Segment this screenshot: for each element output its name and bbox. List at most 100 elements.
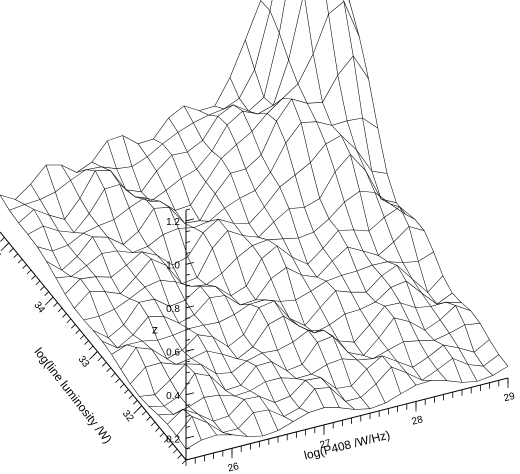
z-tick-label: 1.2 <box>166 217 180 228</box>
x-tick-label: 28 <box>411 414 425 427</box>
mesh-column-line <box>122 135 309 413</box>
mesh-column-line <box>76 169 263 437</box>
z-minor-tick <box>185 447 191 450</box>
y-minor-tick <box>102 362 107 367</box>
z-minor-tick <box>185 284 191 287</box>
mesh-row-line <box>120 264 444 370</box>
y-minor-tick <box>75 329 80 334</box>
mesh-row-line <box>55 117 378 278</box>
mesh-row-line <box>74 154 397 309</box>
mesh-row-line <box>46 55 369 271</box>
mesh-row-line <box>176 354 499 436</box>
mesh-row-line <box>0 0 262 200</box>
y-minor-tick <box>146 416 151 421</box>
y-minor-tick <box>22 264 27 269</box>
y-minor-tick <box>181 459 187 465</box>
z-minor-tick <box>185 404 191 407</box>
x-tick-label: 27 <box>319 438 333 451</box>
z-minor-tick <box>185 328 191 330</box>
y-minor-tick <box>53 302 58 307</box>
mesh-row-line <box>167 339 490 425</box>
y-major-tick <box>44 296 54 306</box>
z-tick-label: 1.0 <box>166 260 180 271</box>
mesh-row-line <box>83 190 406 321</box>
z-minor-tick <box>185 393 191 396</box>
y-minor-tick <box>172 448 178 454</box>
y-minor-tick <box>168 443 173 448</box>
y-minor-tick <box>128 394 134 400</box>
y-minor-tick <box>164 438 169 443</box>
y-major-tick <box>0 242 10 252</box>
y-minor-tick <box>71 324 76 329</box>
mesh-column-line <box>91 161 279 431</box>
y-minor-tick <box>84 340 89 345</box>
mesh-row-line <box>111 251 434 355</box>
mesh-row-line <box>129 280 453 385</box>
y-minor-tick <box>177 454 182 459</box>
z-tick-label: 0.2 <box>166 434 180 445</box>
mesh-column-line <box>168 117 355 410</box>
mesh-row-line <box>92 206 416 339</box>
y-minor-tick <box>110 372 116 378</box>
z-minor-tick <box>185 436 191 439</box>
y-minor-tick <box>115 378 120 383</box>
axes: 26 27 28 29 32 33 34 35 0.2 0.4 0.6 0.8 1.0 1.2 <box>0 208 517 474</box>
mesh-column-line <box>245 39 432 381</box>
mesh-column-line <box>45 164 233 435</box>
mesh-column-line <box>199 110 386 404</box>
x-tick-label: 26 <box>227 461 241 474</box>
y-minor-tick <box>13 253 18 258</box>
mesh-column-line <box>107 140 294 422</box>
mesh-column-line <box>30 183 217 436</box>
mesh-column-line <box>137 143 325 408</box>
y-minor-tick <box>124 389 129 394</box>
mesh-row-line <box>139 301 462 397</box>
x-tick-label: 29 <box>503 391 517 404</box>
x-axis-line <box>185 377 509 461</box>
z-minor-tick <box>185 262 191 265</box>
mesh-row-line <box>185 365 509 450</box>
z-minor-tick <box>185 252 191 254</box>
z-minor-tick <box>185 426 191 428</box>
y-major-tick <box>89 351 98 360</box>
mesh-row-line <box>102 226 425 349</box>
z-minor-tick <box>185 360 191 363</box>
mesh-column-line <box>61 164 248 437</box>
y-minor-tick <box>155 427 160 432</box>
mesh-column-line <box>348 0 509 367</box>
y-tick-label: 35 <box>0 246 3 262</box>
z-minor-tick <box>185 415 191 417</box>
mesh-row-line <box>9 0 273 211</box>
mesh-column-line <box>229 77 417 386</box>
z-axis-title: z <box>152 323 158 337</box>
y-tick-label: 33 <box>76 354 92 370</box>
y-minor-tick <box>150 421 156 427</box>
mesh-row-line <box>158 323 481 416</box>
mesh-row-line <box>64 134 388 295</box>
z-minor-tick <box>185 317 191 320</box>
x-axis-title: log(P408 /W/Hz) <box>303 428 392 463</box>
mesh-column-line <box>15 199 202 441</box>
mesh-row-line <box>27 0 351 235</box>
surface-mesh <box>0 0 509 450</box>
y-minor-tick <box>57 307 63 313</box>
y-minor-tick <box>106 367 111 372</box>
y-minor-tick <box>159 432 165 438</box>
z-minor-tick <box>185 371 191 374</box>
mesh-column-line <box>214 104 401 394</box>
y-minor-tick <box>79 334 85 340</box>
y-minor-tick <box>62 313 67 318</box>
y-minor-tick <box>31 275 36 280</box>
mesh-row-line <box>37 1 360 252</box>
mesh-column-line <box>326 0 478 382</box>
mesh-row-line <box>148 305 471 407</box>
y-minor-tick <box>0 237 5 242</box>
y-minor-tick <box>17 258 23 264</box>
y-minor-tick <box>35 280 41 286</box>
y-minor-tick <box>9 248 14 253</box>
z-minor-tick <box>185 230 191 233</box>
y-tick-label: 32 <box>120 408 136 424</box>
mesh-column-line <box>0 194 187 450</box>
z-minor-tick <box>185 382 191 385</box>
